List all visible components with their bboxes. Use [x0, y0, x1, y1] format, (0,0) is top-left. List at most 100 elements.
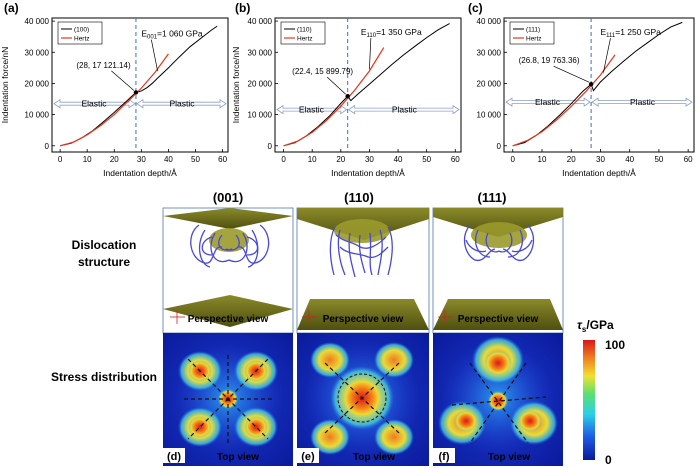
plot-frame	[274, 17, 462, 153]
y-tick-label: 20 000	[248, 79, 273, 88]
panel-letter-f: (f)	[439, 451, 450, 463]
modulus-label: E001=1 060 GPa	[141, 29, 203, 41]
legend-label: Hertz	[297, 36, 313, 43]
top-view-label-d: Top view	[217, 452, 259, 463]
x-tick-label: 20	[567, 155, 576, 164]
elastic-label: Elastic	[535, 97, 561, 107]
x-tick-label: 10	[308, 155, 317, 164]
legend-label: (111)	[526, 27, 540, 34]
elastic-label: Elastic	[299, 105, 325, 115]
elastic-arrow	[53, 98, 136, 109]
y-tick-label: 10 000	[25, 111, 50, 120]
colorbar: τs/GPa 100 0	[577, 318, 625, 467]
y-axis-label: Indentation force/nN	[233, 47, 241, 124]
colorbar-min: 0	[605, 453, 612, 467]
series-line-md	[283, 23, 450, 147]
x-tick-label: 60	[218, 155, 227, 164]
perspective-view-label-001: Perspective view	[188, 314, 269, 325]
x-tick-label: 60	[684, 155, 693, 164]
yield-point	[133, 90, 139, 95]
plastic-label: Plastic	[392, 105, 418, 115]
dislocation-panel-110	[296, 207, 430, 334]
modulus-pointer	[369, 38, 372, 70]
plot-frame	[503, 17, 695, 153]
force-depth-chart-a: (a) 0 10 20 30 40 50 60 0 10 000 20 000 30 000 40 00…	[0, 1, 229, 178]
plastic-arrow	[347, 104, 460, 115]
modulus-label: E110=1 350 GPa	[361, 27, 422, 39]
yield-pointer	[553, 65, 590, 83]
y-tick-label: 40 000	[477, 17, 502, 26]
x-tick-label: 50	[422, 155, 431, 164]
elastic-arrow	[276, 104, 348, 115]
elastic-label: Elastic	[81, 99, 107, 109]
x-tick-label: 20	[336, 155, 345, 164]
plastic-arrow	[591, 97, 693, 107]
y-tick-label: 20 000	[25, 79, 50, 88]
column-header-110: (110)	[344, 190, 374, 205]
dislocation-panel-001	[162, 207, 294, 334]
y-tick-label: 10 000	[248, 111, 273, 120]
legend-label: Hertz	[526, 36, 542, 43]
series-line-md	[512, 21, 683, 147]
column-header-111: (111)	[477, 190, 507, 205]
x-tick-label: 0	[511, 155, 516, 164]
row-label-dislocation: Dislocation structure	[71, 238, 137, 269]
colorbar-max: 100	[605, 338, 625, 352]
row-label-stress: Stress distribution	[50, 370, 157, 384]
panel-letter-e: (e)	[301, 451, 315, 463]
yield-point-label: (22.4, 15 899.79)	[292, 67, 353, 76]
y-tick-label: 20 000	[477, 79, 502, 88]
plastic-arrow	[136, 98, 227, 109]
series-line-hertz	[512, 54, 616, 147]
x-tick-label: 50	[654, 155, 663, 164]
yield-point	[588, 81, 594, 87]
yield-point-label: (26.8, 19 763.36)	[519, 56, 580, 65]
perspective-view-label-111: Perspective view	[458, 314, 539, 325]
y-axis-label: Indentation force/nN	[0, 47, 10, 124]
plastic-label: Plastic	[630, 97, 656, 107]
y-tick-label: 0	[45, 142, 50, 151]
yield-pointer	[326, 76, 346, 95]
top-view-label-f: Top view	[488, 452, 530, 463]
simulation-figure: Perspective view Perspective view Perspe…	[162, 207, 625, 467]
colorbar-symbol: τ	[577, 318, 583, 332]
x-tick-label: 40	[164, 155, 173, 164]
stress-map-d	[163, 333, 293, 466]
x-tick-label: 0	[281, 155, 286, 164]
legend-label: (100)	[74, 27, 89, 34]
force-depth-chart-b: (b) 0 10 20 30 40 50 60 0 10 000 20 000 30 000 40 00…	[233, 1, 462, 178]
yield-point-label: (28, 17 121.14)	[76, 61, 131, 70]
plot-frame	[51, 17, 229, 153]
y-tick-label: 40 000	[248, 17, 273, 26]
yield-point	[345, 94, 350, 99]
x-tick-label: 60	[451, 155, 460, 164]
x-tick-label: 10	[83, 155, 92, 164]
series-line-hertz	[283, 47, 385, 147]
y-tick-label: 30 000	[477, 48, 502, 57]
modulus-pointer	[151, 39, 158, 72]
stress-map-e	[297, 333, 429, 466]
x-axis-label: Indentation depth/Å	[331, 168, 405, 178]
legend-label: Hertz	[74, 36, 90, 43]
y-tick-label: 0	[497, 142, 502, 151]
elastic-arrow	[505, 97, 591, 107]
x-tick-label: 30	[137, 155, 146, 164]
axis-triad-icon	[170, 310, 453, 324]
x-tick-label: 0	[58, 155, 63, 164]
yield-pointer	[111, 70, 135, 91]
force-depth-chart-c: (c) 0 10 20 30 40 50 60 0 10 000 20 000 30 000 40 00…	[468, 1, 695, 178]
y-tick-label: 30 000	[25, 48, 50, 57]
y-tick-label: 30 000	[248, 48, 273, 57]
colorbar-unit: /GPa	[586, 318, 614, 332]
modulus-label: E111=1 250 GPa	[600, 27, 661, 39]
x-tick-label: 40	[394, 155, 403, 164]
y-tick-label: 0	[268, 142, 273, 151]
series-line-hertz	[59, 53, 169, 147]
column-header-001: (001)	[212, 190, 244, 205]
panel-label: (a)	[4, 1, 19, 15]
legend-label: (110)	[297, 27, 312, 34]
panel-label: (c)	[468, 1, 483, 15]
x-tick-label: 10	[538, 155, 547, 164]
x-tick-label: 30	[596, 155, 605, 164]
top-view-label-e: Top view	[353, 452, 395, 463]
